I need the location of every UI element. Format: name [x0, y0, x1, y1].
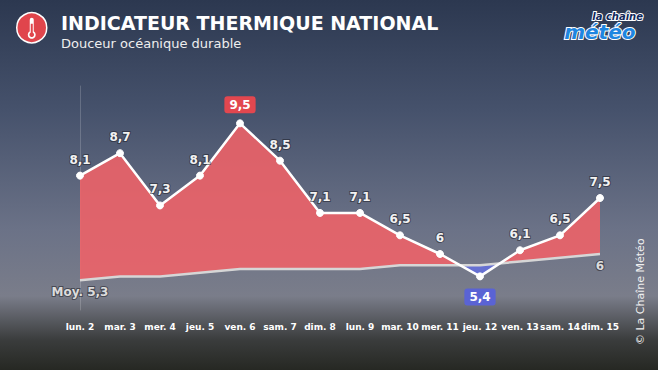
svg-text:lun. 9: lun. 9: [346, 322, 375, 332]
svg-text:ven. 6: ven. 6: [224, 322, 255, 332]
svg-text:7,3: 7,3: [149, 182, 170, 196]
svg-text:© La Chaîne Météo: © La Chaîne Météo: [634, 238, 647, 345]
svg-text:jeu. 12: jeu. 12: [462, 322, 498, 332]
svg-text:6,1: 6,1: [509, 227, 530, 241]
svg-text:mar. 10: mar. 10: [381, 322, 419, 332]
svg-text:dim. 15: dim. 15: [581, 322, 619, 332]
svg-text:8,7: 8,7: [109, 130, 130, 144]
svg-text:Douceur océanique durable: Douceur océanique durable: [61, 36, 241, 51]
svg-text:6: 6: [596, 259, 604, 273]
svg-text:9,5: 9,5: [229, 98, 250, 112]
svg-text:la chaîne: la chaîne: [592, 10, 643, 22]
svg-text:sam. 7: sam. 7: [263, 322, 297, 332]
svg-text:8,1: 8,1: [189, 153, 210, 167]
svg-text:6: 6: [436, 231, 444, 245]
svg-text:5,4: 5,4: [469, 290, 490, 304]
svg-text:INDICATEUR THERMIQUE NATIONAL: INDICATEUR THERMIQUE NATIONAL: [61, 12, 438, 34]
svg-text:dim. 8: dim. 8: [304, 322, 336, 332]
svg-text:6,5: 6,5: [389, 212, 410, 226]
svg-text:7,1: 7,1: [349, 190, 370, 204]
svg-text:ven. 13: ven. 13: [501, 322, 538, 332]
svg-text:7,1: 7,1: [309, 190, 330, 204]
svg-text:7,5: 7,5: [589, 175, 610, 189]
svg-text:mer. 4: mer. 4: [144, 322, 175, 332]
svg-text:6,5: 6,5: [549, 212, 570, 226]
svg-text:lun. 2: lun. 2: [66, 322, 95, 332]
svg-text:8,1: 8,1: [69, 153, 90, 167]
svg-text:sam. 14: sam. 14: [540, 322, 580, 332]
svg-text:mer. 11: mer. 11: [421, 322, 459, 332]
svg-text:mar. 3: mar. 3: [104, 322, 135, 332]
svg-text:météo: météo: [564, 20, 636, 44]
svg-text:jeu. 5: jeu. 5: [185, 322, 214, 332]
svg-text:Moy. 5,3: Moy. 5,3: [52, 285, 109, 299]
svg-text:8,5: 8,5: [269, 138, 290, 152]
